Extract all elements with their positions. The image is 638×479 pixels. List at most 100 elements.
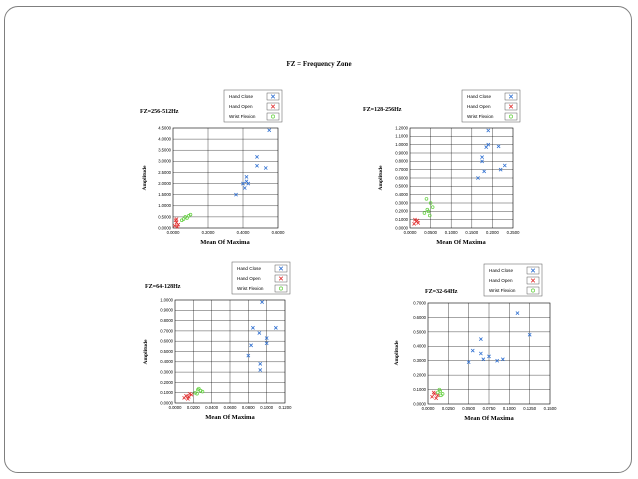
y-tick-label: 0.0000 xyxy=(413,401,426,406)
y-tick-label: 0.0000 xyxy=(395,225,408,230)
legend-entry: Hand Close xyxy=(237,266,261,271)
plot-area xyxy=(172,127,279,229)
x-tick-label: 0.6000 xyxy=(272,230,285,235)
y-axis-label: Amplitude xyxy=(142,165,148,191)
legend-swatch xyxy=(266,112,280,121)
data-point xyxy=(264,336,269,340)
y-tick-label: 1.1000 xyxy=(395,134,408,139)
data-point xyxy=(249,343,253,348)
x-tick-label: 0.0000 xyxy=(422,406,435,411)
data-point xyxy=(200,389,205,394)
legend-swatch xyxy=(526,286,540,295)
data-point xyxy=(424,197,429,201)
y-tick-label: 0.0000 xyxy=(160,400,173,405)
x-tick-label: 0.1500 xyxy=(465,230,478,235)
y-tick-label: 0.0000 xyxy=(158,225,171,230)
y-tick-label: 0.8000 xyxy=(160,318,173,323)
y-tick-label: 2.0000 xyxy=(158,181,171,186)
y-tick-label: 0.1000 xyxy=(160,390,173,395)
x-tick-label: 0.1250 xyxy=(523,406,536,411)
data-point xyxy=(481,357,486,362)
y-tick-label: 0.3000 xyxy=(160,370,173,375)
legend-marker xyxy=(270,94,276,99)
legend-marker xyxy=(279,286,283,291)
y-tick-label: 0.3000 xyxy=(395,200,408,205)
data-point xyxy=(425,207,430,212)
x-tick-label: 0.0000 xyxy=(169,405,182,410)
y-tick-label: 0.5000 xyxy=(395,184,408,189)
legend-marker xyxy=(509,114,513,119)
y-tick-label: 1.5000 xyxy=(158,192,171,197)
y-tick-label: 0.3000 xyxy=(413,358,426,363)
y-tick-label: 0.2000 xyxy=(160,380,173,385)
y-tick-label: 0.6000 xyxy=(395,175,408,180)
data-point xyxy=(502,163,507,168)
chart-title: FZ=32-64Hz xyxy=(425,289,458,295)
legend-swatch xyxy=(504,112,518,121)
y-tick-label: 0.6000 xyxy=(413,315,426,320)
legend: Hand Close Hand Open Wrist Flexion xyxy=(461,89,521,123)
y-tick-label: 2.5000 xyxy=(158,170,171,175)
data-point xyxy=(480,155,484,160)
x-tick-label: 0.1000 xyxy=(445,230,458,235)
x-axis-label: Mean Of Maxima xyxy=(205,414,255,421)
data-point xyxy=(466,360,471,365)
legend-marker xyxy=(270,104,276,109)
legend-entry: Hand Close xyxy=(467,94,491,99)
data-point xyxy=(434,396,439,401)
y-tick-label: 3.5000 xyxy=(158,148,171,153)
data-point xyxy=(480,159,484,164)
legend-entry: Wrist Flexion xyxy=(229,114,256,119)
data-point xyxy=(482,169,487,174)
y-tick-label: 0.6000 xyxy=(160,339,173,344)
data-point xyxy=(260,300,264,304)
data-point xyxy=(255,155,259,159)
data-point xyxy=(246,353,251,358)
x-tick-label: 0.2000 xyxy=(202,230,215,235)
data-point xyxy=(176,222,181,227)
data-point xyxy=(184,393,188,398)
y-tick-label: 0.4000 xyxy=(395,192,408,197)
legend-entry: Hand Close xyxy=(489,268,513,273)
legend-entry: Hand Open xyxy=(237,276,261,281)
data-point xyxy=(416,221,421,225)
data-point xyxy=(527,332,532,337)
data-point xyxy=(189,392,194,397)
legend-marker xyxy=(530,278,536,283)
x-tick-label: 0.2500 xyxy=(507,230,520,235)
y-axis-label: Amplitude xyxy=(394,340,400,366)
data-point xyxy=(180,218,184,222)
y-tick-label: 3.0000 xyxy=(158,159,171,164)
data-point xyxy=(244,179,249,184)
data-point xyxy=(476,176,480,180)
data-point xyxy=(415,218,420,223)
x-tick-label: 0.0400 xyxy=(205,405,218,410)
x-tick-label: 0.2000 xyxy=(486,230,499,235)
data-point xyxy=(258,368,263,372)
x-tick-label: 0.0500 xyxy=(462,406,475,411)
legend-marker xyxy=(531,288,535,293)
x-tick-label: 0.1500 xyxy=(544,406,557,411)
data-point xyxy=(436,390,440,395)
x-tick-label: 0.1200 xyxy=(279,405,292,410)
y-tick-label: 0.2000 xyxy=(395,209,408,214)
chart-4: 0.0000 0.1000 0.2000 0.3000 0.4000 0.5000 0.60… xyxy=(394,263,557,422)
y-axis-label: Amplitude xyxy=(378,165,384,191)
y-tick-label: 1.0000 xyxy=(395,142,408,147)
data-point xyxy=(413,217,417,222)
y-tick-label: 0.1000 xyxy=(395,217,408,222)
data-point xyxy=(263,166,268,170)
y-tick-label: 0.8000 xyxy=(395,159,408,164)
data-point xyxy=(255,163,259,168)
legend-marker xyxy=(508,94,514,99)
y-axis-label: Amplitude xyxy=(143,339,149,365)
x-tick-label: 0.1000 xyxy=(260,405,273,410)
data-point xyxy=(242,186,247,190)
legend-entry: Hand Open xyxy=(467,104,491,109)
data-point xyxy=(185,216,189,220)
data-point xyxy=(273,325,278,330)
data-point xyxy=(267,128,272,133)
data-point xyxy=(496,144,501,149)
legend-entry: Wrist Flexion xyxy=(237,286,264,291)
